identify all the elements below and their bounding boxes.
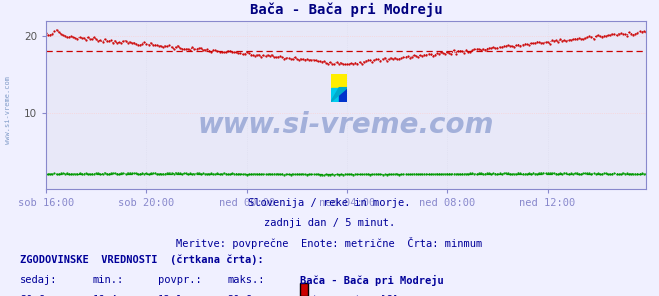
Polygon shape	[339, 88, 347, 102]
Text: 20,6: 20,6	[227, 295, 252, 296]
Text: Slovenija / reke in morje.: Slovenija / reke in morje.	[248, 198, 411, 208]
Text: ZGODOVINSKE  VREDNOSTI  (črtkana črta):: ZGODOVINSKE VREDNOSTI (črtkana črta):	[20, 255, 264, 265]
Text: 20,6: 20,6	[20, 295, 45, 296]
Text: 16,4: 16,4	[92, 295, 117, 296]
Text: www.si-vreme.com: www.si-vreme.com	[5, 75, 11, 144]
Text: 18,1: 18,1	[158, 295, 183, 296]
Text: sedaj:: sedaj:	[20, 275, 57, 285]
Text: min.:: min.:	[92, 275, 123, 285]
Polygon shape	[331, 88, 339, 102]
Text: Meritve: povprečne  Enote: metrične  Črta: minmum: Meritve: povprečne Enote: metrične Črta:…	[177, 237, 482, 249]
Bar	[331, 74, 347, 88]
Title: Bača - Bača pri Modreju: Bača - Bača pri Modreju	[250, 2, 442, 17]
Text: maks.:: maks.:	[227, 275, 265, 285]
Text: temperatura[C]: temperatura[C]	[312, 295, 399, 296]
Text: Bača - Bača pri Modreju: Bača - Bača pri Modreju	[300, 275, 444, 286]
Polygon shape	[331, 88, 347, 102]
Text: zadnji dan / 5 minut.: zadnji dan / 5 minut.	[264, 218, 395, 228]
Text: povpr.:: povpr.:	[158, 275, 202, 285]
Text: www.si-vreme.com: www.si-vreme.com	[198, 111, 494, 139]
